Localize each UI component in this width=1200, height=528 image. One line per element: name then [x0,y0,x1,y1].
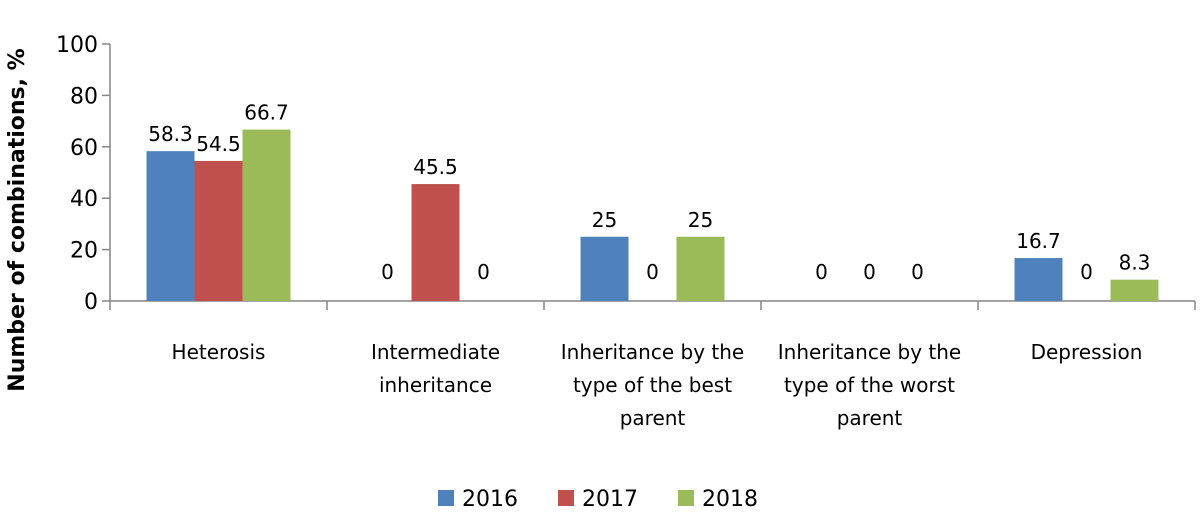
data-label: 45.5 [413,155,458,179]
y-tick-label: 20 [70,239,98,264]
bar-2016-2 [580,236,629,301]
data-label: 0 [646,260,659,284]
legend: 2016 2017 2018 [438,487,758,512]
y-axis-title: Number of combinations, % [5,48,30,391]
y-tick-label: 100 [56,33,98,58]
data-label: 58.3 [148,122,193,146]
y-tick-label: 0 [84,290,98,315]
data-label: 16.7 [1016,229,1061,253]
x-category-label: Inheritance by the type of the worst paren… [778,340,961,430]
data-label: 0 [815,260,828,284]
bar-2017-0 [194,160,243,301]
x-category-label: Depression [1031,340,1143,364]
data-label: 0 [477,260,490,284]
y-tick-label: 80 [70,84,98,109]
x-category-label: Intermediate inheritance [371,340,500,397]
data-label: 66.7 [244,101,289,125]
category-labels: Heterosis Intermediate inheritance Inherita… [172,340,1143,430]
legend-swatch [678,490,694,506]
data-label: 54.5 [196,132,241,156]
data-label: 8.3 [1119,251,1151,275]
y-axis: 0 20 40 60 80 100 [56,33,111,315]
legend-swatch [558,490,574,506]
data-label: 0 [863,260,876,284]
legend-label: 2017 [582,487,638,512]
legend-label: 2018 [702,487,758,512]
x-axis [109,300,1196,310]
data-label: 0 [381,260,394,284]
x-category-label: Heterosis [172,340,266,364]
y-tick-label: 60 [70,136,98,161]
x-category-label: Inheritance by the type of the best parent [561,340,744,430]
bar-2016-0 [146,151,195,301]
bar-2018-4 [1110,279,1159,301]
bar-2017-1 [411,184,460,301]
data-label: 25 [688,208,713,232]
y-tick-label: 40 [70,187,98,212]
bar-2018-0 [242,129,291,301]
data-label: 25 [592,208,617,232]
data-label: 0 [911,260,924,284]
legend-swatch [438,490,454,506]
data-labels: 58.3 54.566.7 0 45.5 0 25 0 25 0 0 0 16.7 0 8.3 [148,101,1150,284]
bars [146,129,1159,301]
legend-label: 2016 [462,487,518,512]
data-label: 0 [1080,260,1093,284]
bar-2018-2 [676,236,725,301]
bar-2016-4 [1014,258,1063,301]
